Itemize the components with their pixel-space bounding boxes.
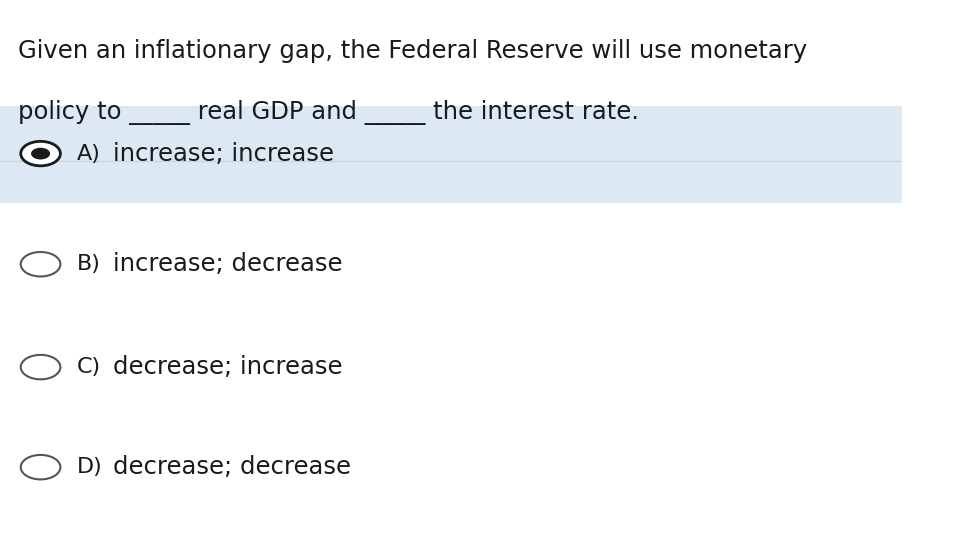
Text: D): D) (77, 457, 103, 477)
Text: Given an inflationary gap, the Federal Reserve will use monetary: Given an inflationary gap, the Federal R… (18, 39, 807, 63)
Circle shape (21, 355, 61, 379)
Text: increase; increase: increase; increase (112, 142, 333, 166)
FancyBboxPatch shape (0, 106, 901, 203)
Text: increase; decrease: increase; decrease (112, 252, 342, 276)
Circle shape (31, 148, 50, 160)
Text: B): B) (77, 254, 101, 274)
Text: decrease; decrease: decrease; decrease (112, 455, 351, 479)
Circle shape (21, 252, 61, 276)
Circle shape (21, 141, 61, 166)
Text: C): C) (77, 357, 101, 377)
Circle shape (21, 455, 61, 479)
Text: decrease; increase: decrease; increase (112, 355, 342, 379)
Text: policy to _____ real GDP and _____ the interest rate.: policy to _____ real GDP and _____ the i… (18, 100, 639, 125)
Text: A): A) (77, 143, 101, 163)
